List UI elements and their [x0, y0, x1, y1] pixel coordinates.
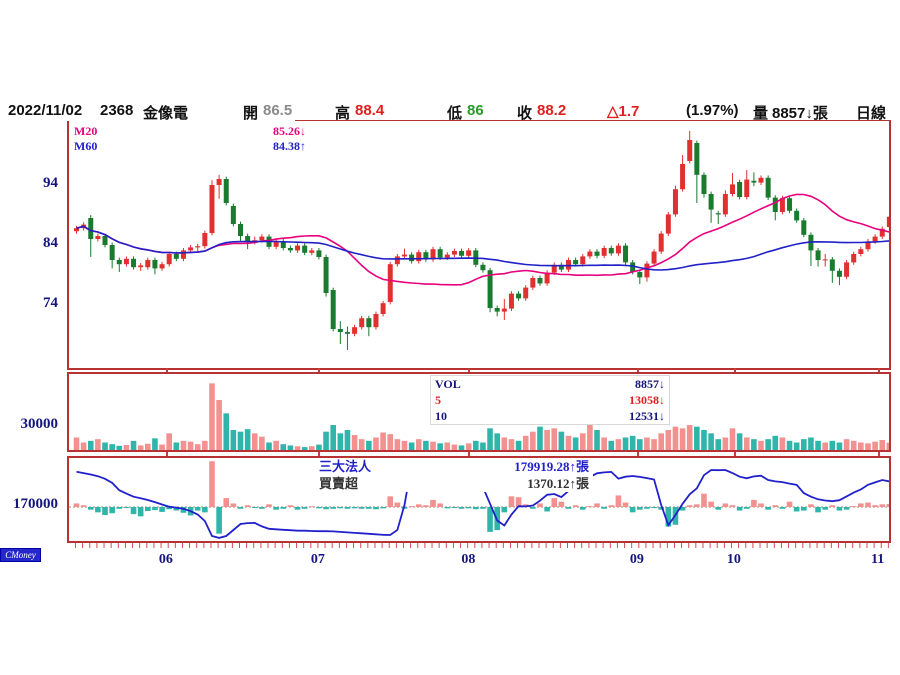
quote-header: 2022/11/02 2368 金像電 開 86.5 高 88.4 低 86 收…	[0, 102, 900, 122]
low-value: 86	[467, 102, 484, 119]
month-tick	[317, 368, 320, 372]
candlestick-chart	[73, 131, 889, 350]
month-tick	[317, 452, 320, 456]
vol-ma10-row: 10 12531↓	[431, 408, 669, 424]
vol-row: VOL 8857↓	[431, 376, 669, 392]
x-axis: 06 07 08 09 10 11	[74, 543, 889, 567]
volume-value: 8857↓張	[772, 105, 828, 122]
quote-name: 金像電	[143, 105, 189, 122]
open-value: 86.5	[263, 102, 293, 119]
month-label: 06	[159, 552, 173, 567]
inst-line-row: 三大法人 179919.28↑張	[315, 458, 593, 475]
month-tick	[877, 452, 880, 456]
volume-label: 量	[753, 105, 769, 122]
vol-ma5-row: 5 13058↓	[431, 392, 669, 408]
ma20-label: M20	[74, 124, 98, 138]
vol-value: 8857↓	[635, 377, 665, 391]
month-label: 10	[727, 552, 741, 567]
change-value: △1.7	[607, 103, 640, 120]
inst-line-label: 三大法人	[319, 459, 372, 474]
high-value: 88.4	[355, 102, 385, 119]
quote-symbol: 2368	[100, 102, 134, 119]
ma20-legend-row: M20 85.26↓	[70, 124, 310, 139]
open-label: 開	[243, 105, 259, 122]
month-label: 08	[461, 552, 475, 567]
y-axis-label: 170000	[13, 496, 58, 512]
volume-chart	[73, 383, 889, 450]
inst-line-value: 179919.28↑張	[514, 459, 589, 474]
vol-ma10-value: 12531↓	[629, 409, 665, 423]
change-pct: (1.97%)	[686, 102, 739, 119]
y-axis-label: 94	[43, 175, 58, 191]
net-buy-label: 買賣超	[319, 476, 359, 491]
close-value: 88.2	[537, 102, 567, 119]
month-tick	[165, 452, 168, 456]
cmoney-logo[interactable]: CMoney	[0, 548, 41, 562]
quote-date: 2022/11/02	[8, 102, 83, 119]
month-tick	[636, 368, 639, 372]
high-label: 高	[335, 105, 351, 122]
ma60-legend-row: M60 84.38↑	[70, 139, 310, 154]
month-tick	[165, 368, 168, 372]
close-label: 收	[517, 105, 533, 122]
low-label: 低	[447, 105, 463, 122]
ma60-value: 84.38↑	[273, 139, 306, 153]
month-label: 09	[630, 552, 644, 567]
net-buy-row: 買賣超 1370.12↑張	[315, 475, 593, 492]
month-label: 07	[311, 552, 325, 567]
vol-label: VOL	[435, 377, 461, 391]
month-tick	[468, 368, 471, 372]
y-axis-label: 30000	[20, 416, 59, 432]
institutional-legend: 三大法人 179919.28↑張 買賣超 1370.12↑張	[315, 458, 593, 492]
month-label: 11	[871, 552, 884, 567]
ma-legend: M20 85.26↓ M60 84.38↑	[70, 124, 310, 154]
y-axis-label: 74	[43, 295, 58, 311]
y-axis-label: 84	[43, 235, 58, 251]
net-buy-value: 1370.12↑張	[527, 476, 589, 491]
vol-ma10-label: 10	[435, 409, 447, 423]
month-tick	[468, 452, 471, 456]
volume-legend: VOL 8857↓ 5 13058↓ 10 12531↓	[430, 375, 670, 425]
month-tick	[877, 368, 880, 372]
price-panel	[67, 121, 891, 370]
vol-ma5-value: 13058↓	[629, 393, 665, 407]
month-tick	[733, 452, 736, 456]
ma20-value: 85.26↓	[273, 124, 306, 138]
ma60-label: M60	[74, 139, 98, 153]
vol-ma5-label: 5	[435, 393, 441, 407]
month-tick	[636, 452, 639, 456]
period-label: 日線	[856, 105, 887, 122]
institutional-panel	[67, 456, 891, 543]
month-tick	[733, 368, 736, 372]
